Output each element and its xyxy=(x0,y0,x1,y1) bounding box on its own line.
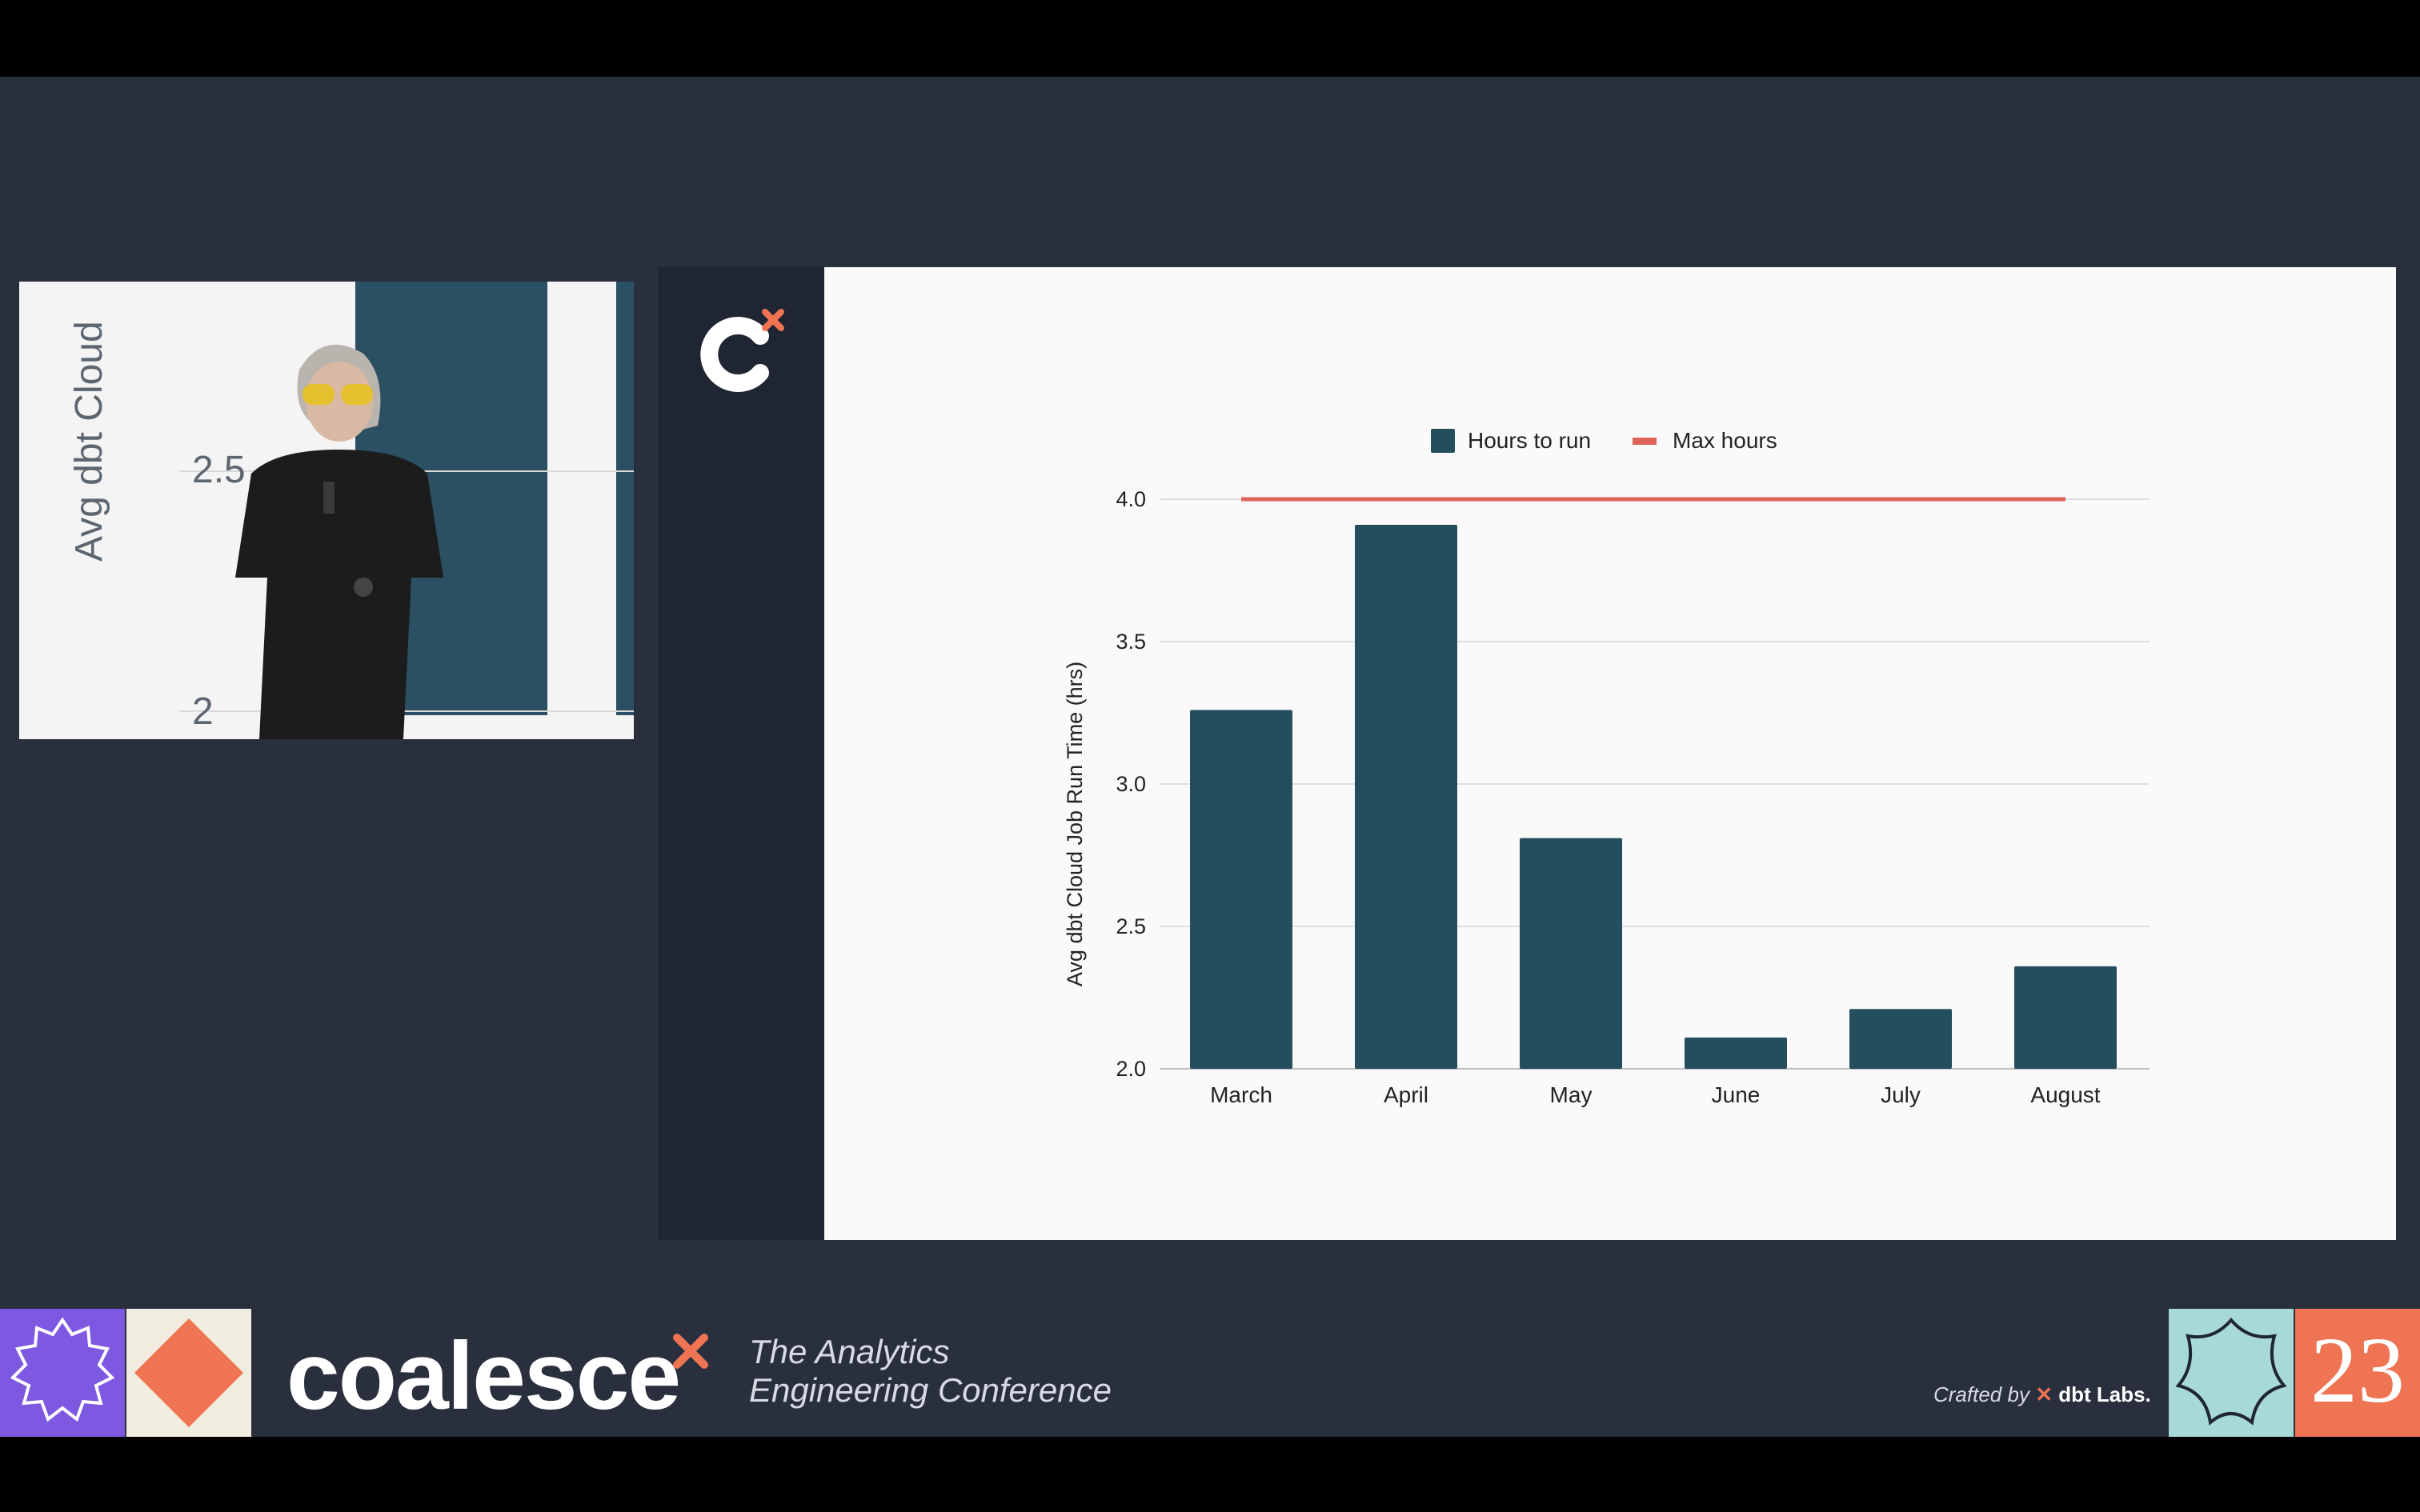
bar-august xyxy=(2014,966,2117,1069)
y-tick-label: 4.0 xyxy=(1116,487,1146,511)
y-tick-label: 3.5 xyxy=(1116,630,1146,654)
y-tick-label: 3.0 xyxy=(1116,772,1146,796)
x-tick-label: April xyxy=(1384,1082,1428,1107)
bar-june xyxy=(1685,1037,1787,1069)
orange-tile xyxy=(2295,1309,2420,1437)
brand-x-icon xyxy=(673,1334,708,1369)
speaker-camera-feed: Avg dbt Cloud 2.5 2 xyxy=(19,282,634,739)
cream-tile xyxy=(126,1309,251,1437)
camera-slide-bar xyxy=(616,282,634,715)
legend-label: Hours to run xyxy=(1468,428,1591,453)
letterbox-bottom xyxy=(0,1437,2420,1512)
x-tick-label: May xyxy=(1550,1082,1593,1107)
x-tick-label: July xyxy=(1881,1082,1921,1107)
y-axis-label: Avg dbt Cloud Job Run Time (hrs) xyxy=(1063,662,1087,986)
bar-april xyxy=(1355,525,1457,1069)
slide-canvas: 2.0 2.5 3.0 3.5 4.0 March April May June July Augu… xyxy=(824,267,2396,1240)
camera-tick-label: 2 xyxy=(192,690,214,733)
x-tick-label: June xyxy=(1712,1082,1761,1107)
letterbox-top xyxy=(0,0,2420,77)
crafted-by-text: Crafted by xyxy=(1933,1382,2029,1406)
y-tick-label: 2.0 xyxy=(1116,1057,1146,1081)
tagline-line-2: Engineering Conference xyxy=(749,1371,1112,1409)
bar-march xyxy=(1190,710,1292,1069)
camera-tick-label: 2.5 xyxy=(192,449,246,491)
conference-tagline: The Analytics Engineering Conference xyxy=(749,1333,1112,1410)
tagline-line-1: The Analytics xyxy=(749,1333,950,1370)
speaker-figure xyxy=(235,344,443,739)
purple-tile xyxy=(0,1309,125,1437)
camera-axis-label: Avg dbt Cloud xyxy=(68,321,110,562)
x-tick-label: March xyxy=(1210,1082,1272,1107)
legend-label: Max hours xyxy=(1673,428,1777,453)
slide-sidebar xyxy=(658,267,824,1240)
dbt-labs-text: dbt Labs. xyxy=(2058,1382,2151,1406)
bar-may xyxy=(1520,838,1622,1069)
year-label: 23 xyxy=(2310,1318,2405,1422)
badge-icon xyxy=(10,1317,115,1422)
legend-swatch-hours-to-run xyxy=(1431,429,1455,453)
blob-icon xyxy=(2175,1317,2287,1426)
crafted-by-credit: Crafted by ✕ dbt Labs. xyxy=(1933,1382,2151,1407)
diamond-icon xyxy=(134,1318,243,1427)
coalesce-c-logo-icon xyxy=(700,309,784,392)
legend-swatch-max-hours xyxy=(1633,438,1657,445)
conference-footer: coalesce The Analytics Engineering Confe… xyxy=(0,1309,2420,1437)
y-tick-label: 2.5 xyxy=(1116,914,1146,938)
brand-wordmark: coalesce xyxy=(286,1322,681,1430)
x-tick-label: August xyxy=(2030,1082,2100,1107)
teal-tile xyxy=(2169,1309,2294,1437)
bar-july xyxy=(1849,1009,1952,1069)
camera-gridline xyxy=(179,710,634,712)
dbt-x-icon: ✕ xyxy=(2035,1382,2053,1406)
bar-chart: 2.0 2.5 3.0 3.5 4.0 March April May June July Augu… xyxy=(1063,428,2150,1107)
